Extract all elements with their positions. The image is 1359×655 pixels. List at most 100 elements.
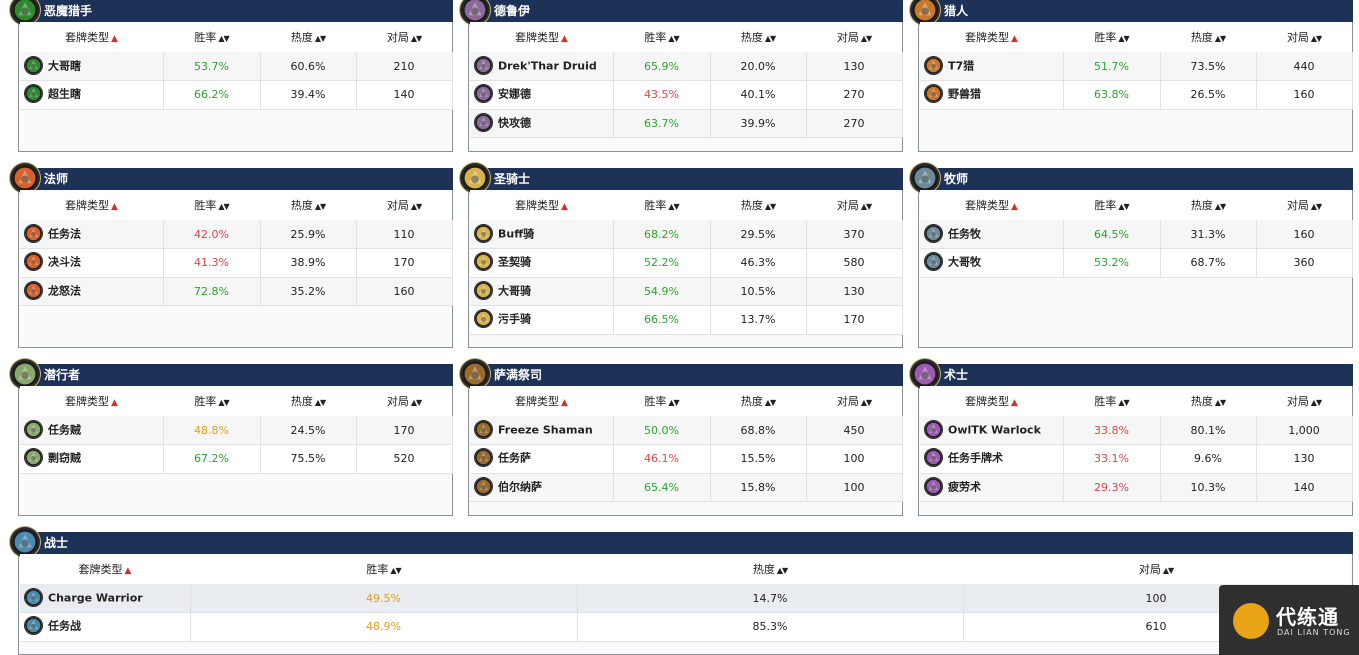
col-deck-type[interactable]: 套牌类型 ▲ — [920, 386, 1063, 416]
deck-cell[interactable]: 大哥骑 — [470, 277, 614, 306]
col-popularity[interactable]: 热度 ▲▼ — [1160, 386, 1256, 416]
deck-cell[interactable]: 任务牧 — [920, 220, 1064, 249]
table-row[interactable]: 大哥骑 54.9% 10.5% 130 — [470, 277, 903, 306]
col-deck-type[interactable]: 套牌类型 ▲ — [20, 554, 190, 584]
col-winrate[interactable]: 胜率 ▲▼ — [613, 22, 710, 52]
table-row[interactable]: 任务法 42.0% 25.9% 110 — [20, 220, 453, 249]
deck-cell[interactable]: 超生瞎 — [20, 80, 164, 110]
table-row[interactable]: 决斗法 41.3% 38.9% 170 — [20, 248, 453, 278]
table-row[interactable]: 野兽猎 63.8% 26.5% 160 — [920, 80, 1353, 110]
col-popularity[interactable]: 热度 ▲▼ — [577, 554, 963, 584]
deck-cell[interactable]: 大哥牧 — [920, 248, 1064, 278]
games-cell: 100 — [806, 473, 903, 502]
deck-cell[interactable]: 任务法 — [20, 220, 164, 249]
col-deck-type[interactable]: 套牌类型 ▲ — [20, 190, 163, 220]
col-games[interactable]: 对局 ▲▼ — [356, 22, 452, 52]
col-games[interactable]: 对局 ▲▼ — [806, 190, 902, 220]
deck-cell[interactable]: 污手骑 — [470, 305, 614, 335]
table-row[interactable]: 安娜德 43.5% 40.1% 270 — [470, 80, 903, 110]
table-row[interactable]: Buff骑 68.2% 29.5% 370 — [470, 220, 903, 249]
table-row[interactable]: 圣契骑 52.2% 46.3% 580 — [470, 248, 903, 278]
deck-cell[interactable]: 剽窃贼 — [20, 444, 164, 474]
table-row[interactable]: 任务牧 64.5% 31.3% 160 — [920, 220, 1353, 249]
col-winrate[interactable]: 胜率 ▲▼ — [163, 22, 260, 52]
table-row[interactable]: 大哥牧 53.2% 68.7% 360 — [920, 248, 1353, 278]
deck-cell[interactable]: 任务萨 — [470, 444, 614, 474]
col-popularity[interactable]: 热度 ▲▼ — [1160, 190, 1256, 220]
col-deck-type[interactable]: 套牌类型 ▲ — [470, 22, 613, 52]
table-row[interactable]: Charge Warrior 49.5% 14.7% 100 — [20, 584, 1350, 613]
games-cell: 100 — [806, 444, 903, 474]
deck-cell[interactable]: 安娜德 — [470, 80, 614, 110]
col-deck-type[interactable]: 套牌类型 ▲ — [470, 190, 613, 220]
col-popularity[interactable]: 热度 ▲▼ — [260, 190, 356, 220]
table-row[interactable]: 污手骑 66.5% 13.7% 170 — [470, 305, 903, 335]
col-games[interactable]: 对局 ▲▼ — [806, 386, 902, 416]
deck-cell[interactable]: 任务战 — [20, 612, 191, 642]
logo-text: 代练通 — [1276, 605, 1339, 629]
table-row[interactable]: 龙怒法 72.8% 35.2% 160 — [20, 277, 453, 306]
deck-cell[interactable]: 圣契骑 — [470, 248, 614, 278]
col-deck-type[interactable]: 套牌类型 ▲ — [20, 386, 163, 416]
deck-cell[interactable]: Charge Warrior — [20, 584, 191, 613]
col-games[interactable]: 对局 ▲▼ — [356, 386, 452, 416]
deck-cell[interactable]: 疲劳术 — [920, 473, 1064, 502]
table-row[interactable]: Drek'Thar Druid 65.9% 20.0% 130 — [470, 52, 903, 81]
deck-cell[interactable]: 决斗法 — [20, 248, 164, 278]
col-winrate[interactable]: 胜率 ▲▼ — [613, 190, 710, 220]
col-games[interactable]: 对局 ▲▼ — [356, 190, 452, 220]
table-row[interactable]: T7猎 51.7% 73.5% 440 — [920, 52, 1353, 81]
table-row[interactable]: 大哥瞎 53.7% 60.6% 210 — [20, 52, 453, 81]
col-winrate[interactable]: 胜率 ▲▼ — [190, 554, 577, 584]
deck-cell[interactable]: 任务手牌术 — [920, 444, 1064, 474]
col-winrate[interactable]: 胜率 ▲▼ — [163, 386, 260, 416]
deck-cell[interactable]: Buff骑 — [470, 220, 614, 249]
col-popularity[interactable]: 热度 ▲▼ — [710, 386, 806, 416]
col-games[interactable]: 对局 ▲▼ — [1256, 386, 1352, 416]
col-deck-type[interactable]: 套牌类型 ▲ — [20, 22, 163, 52]
table-row[interactable]: 任务贼 48.8% 24.5% 170 — [20, 416, 453, 445]
col-winrate[interactable]: 胜率 ▲▼ — [1063, 22, 1160, 52]
col-games[interactable]: 对局 ▲▼ — [806, 22, 902, 52]
col-deck-type[interactable]: 套牌类型 ▲ — [470, 386, 613, 416]
deck-cell[interactable]: 快攻德 — [470, 109, 614, 138]
deck-cell[interactable]: 大哥瞎 — [20, 52, 164, 81]
col-deck-type[interactable]: 套牌类型 ▲ — [920, 190, 1063, 220]
deck-cell[interactable]: Freeze Shaman — [470, 416, 614, 445]
deck-cell[interactable]: OwlTK Warlock — [920, 416, 1064, 445]
deck-name: 疲劳术 — [948, 480, 981, 494]
table-row[interactable]: 任务萨 46.1% 15.5% 100 — [470, 444, 903, 474]
table-row[interactable]: 伯尔纳萨 65.4% 15.8% 100 — [470, 473, 903, 502]
table-row[interactable]: 任务手牌术 33.1% 9.6% 130 — [920, 444, 1353, 474]
col-popularity[interactable]: 热度 ▲▼ — [260, 22, 356, 52]
deck-cell[interactable]: 野兽猎 — [920, 80, 1064, 110]
table-row[interactable]: 剽窃贼 67.2% 75.5% 520 — [20, 444, 453, 474]
col-popularity[interactable]: 热度 ▲▼ — [1160, 22, 1256, 52]
table-row[interactable]: 任务战 48.9% 85.3% 610 — [20, 612, 1350, 642]
col-popularity[interactable]: 热度 ▲▼ — [710, 190, 806, 220]
druid-icon — [474, 112, 493, 132]
table-row[interactable]: OwlTK Warlock 33.8% 80.1% 1,000 — [920, 416, 1353, 445]
table-row[interactable]: Freeze Shaman 50.0% 68.8% 450 — [470, 416, 903, 445]
deck-cell[interactable]: T7猎 — [920, 52, 1064, 81]
hunter-icon — [924, 55, 943, 75]
col-winrate[interactable]: 胜率 ▲▼ — [1063, 386, 1160, 416]
col-deck-type[interactable]: 套牌类型 ▲ — [920, 22, 1063, 52]
col-winrate[interactable]: 胜率 ▲▼ — [1063, 190, 1160, 220]
col-games[interactable]: 对局 ▲▼ — [1256, 22, 1352, 52]
col-winrate[interactable]: 胜率 ▲▼ — [163, 190, 260, 220]
deck-cell[interactable]: Drek'Thar Druid — [470, 52, 614, 81]
col-games[interactable]: 对局 ▲▼ — [963, 554, 1349, 584]
table-row[interactable]: 疲劳术 29.3% 10.3% 140 — [920, 473, 1353, 502]
deck-cell[interactable]: 任务贼 — [20, 416, 164, 445]
deck-cell[interactable]: 伯尔纳萨 — [470, 473, 614, 502]
deck-cell[interactable]: 龙怒法 — [20, 277, 164, 306]
col-games[interactable]: 对局 ▲▼ — [1256, 190, 1352, 220]
col-winrate[interactable]: 胜率 ▲▼ — [613, 386, 710, 416]
table-row[interactable]: 快攻德 63.7% 39.9% 270 — [470, 109, 903, 138]
table-row[interactable]: 超生瞎 66.2% 39.4% 140 — [20, 80, 453, 110]
col-popularity[interactable]: 热度 ▲▼ — [260, 386, 356, 416]
rogue-icon — [24, 419, 43, 439]
col-popularity[interactable]: 热度 ▲▼ — [710, 22, 806, 52]
winrate-cell: 51.7% — [1063, 52, 1161, 81]
